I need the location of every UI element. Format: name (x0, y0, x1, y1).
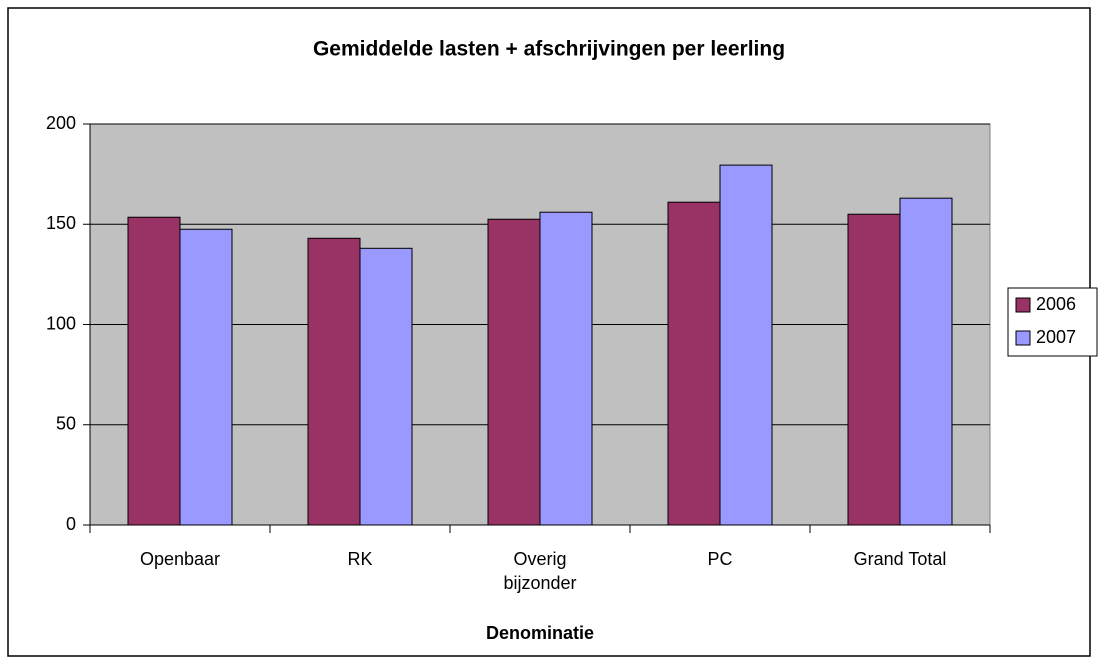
bar (359, 247, 413, 526)
y-tick-label: 0 (66, 514, 76, 534)
bar (847, 213, 901, 526)
y-tick-label: 200 (46, 113, 76, 133)
legend-swatch (1015, 330, 1031, 346)
x-tick-label: Openbaar (139, 549, 221, 569)
legend-label: 2007 (1036, 327, 1076, 347)
x-axis-title: Denominatie (486, 623, 594, 643)
bar (539, 211, 593, 526)
bar (179, 228, 233, 526)
legend-swatch (1015, 297, 1031, 313)
x-tick-label: Grand Total (853, 549, 947, 569)
y-tick-label: 50 (56, 414, 76, 434)
bar (667, 201, 721, 526)
y-tick-label: 100 (46, 313, 76, 333)
bar (307, 237, 361, 526)
x-tick-label: Overig bijzonder (503, 549, 577, 593)
chart-title: Gemiddelde lasten + afschrijvingen per l… (313, 38, 785, 61)
bar (127, 216, 181, 526)
x-tick-label: PC (707, 549, 733, 569)
legend-label: 2006 (1036, 294, 1076, 314)
bar (719, 164, 773, 526)
x-tick-label: RK (347, 549, 373, 569)
bar (899, 197, 953, 526)
y-tick-label: 150 (46, 213, 76, 233)
bar (487, 218, 541, 526)
